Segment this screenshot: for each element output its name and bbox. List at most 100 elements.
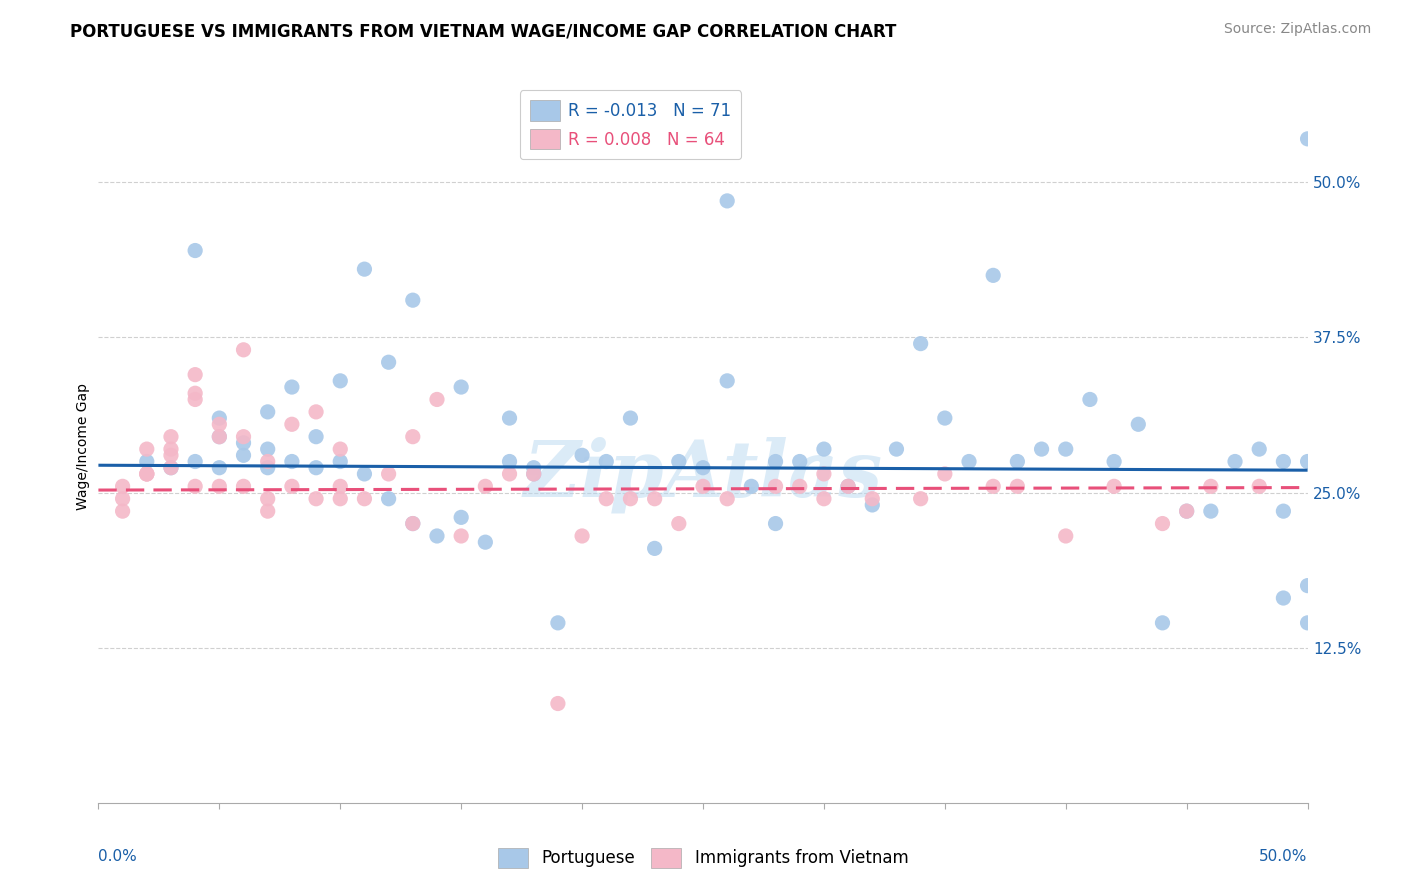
Point: [305, 405, 328, 419]
Text: ZipAtlas: ZipAtlas: [523, 436, 883, 513]
Text: 0.0%: 0.0%: [98, 849, 138, 864]
Point: [547, 615, 569, 630]
Point: [281, 454, 304, 468]
Point: [910, 336, 932, 351]
Point: [474, 535, 496, 549]
Point: [184, 392, 207, 407]
Point: [571, 448, 593, 462]
Point: [256, 460, 278, 475]
Point: [523, 467, 546, 481]
Point: [450, 510, 472, 524]
Point: [1007, 479, 1029, 493]
Y-axis label: Wage/Income Gap: Wage/Income Gap: [76, 383, 90, 509]
Point: [789, 479, 811, 493]
Point: [765, 454, 787, 468]
Point: [353, 467, 375, 481]
Point: [135, 454, 157, 468]
Point: [111, 491, 134, 506]
Point: [1175, 504, 1198, 518]
Point: [402, 293, 425, 308]
Point: [1199, 479, 1222, 493]
Point: [377, 491, 399, 506]
Point: [232, 343, 254, 357]
Point: [281, 479, 304, 493]
Point: [160, 430, 183, 444]
Point: [981, 268, 1004, 283]
Point: [184, 368, 207, 382]
Text: Source: ZipAtlas.com: Source: ZipAtlas.com: [1223, 22, 1371, 37]
Point: [329, 491, 352, 506]
Point: [111, 504, 134, 518]
Point: [1152, 516, 1174, 531]
Point: [1054, 529, 1077, 543]
Point: [160, 448, 183, 462]
Point: [1175, 504, 1198, 518]
Point: [837, 479, 859, 493]
Point: [1249, 479, 1271, 493]
Point: [184, 479, 207, 493]
Point: [281, 380, 304, 394]
Point: [329, 374, 352, 388]
Point: [208, 430, 231, 444]
Point: [595, 454, 617, 468]
Point: [1031, 442, 1053, 456]
Point: [740, 479, 762, 493]
Legend: R = -0.013   N = 71, R = 0.008   N = 64: R = -0.013 N = 71, R = 0.008 N = 64: [520, 90, 741, 160]
Point: [474, 479, 496, 493]
Point: [256, 491, 278, 506]
Point: [765, 516, 787, 531]
Point: [789, 454, 811, 468]
Point: [208, 460, 231, 475]
Point: [450, 529, 472, 543]
Text: PORTUGUESE VS IMMIGRANTS FROM VIETNAM WAGE/INCOME GAP CORRELATION CHART: PORTUGUESE VS IMMIGRANTS FROM VIETNAM WA…: [70, 22, 897, 40]
Point: [135, 442, 157, 456]
Point: [619, 411, 641, 425]
Point: [498, 467, 520, 481]
Point: [716, 194, 738, 208]
Point: [523, 460, 546, 475]
Point: [184, 454, 207, 468]
Point: [1152, 615, 1174, 630]
Point: [1296, 615, 1319, 630]
Point: [208, 430, 231, 444]
Point: [135, 467, 157, 481]
Point: [232, 479, 254, 493]
Point: [256, 405, 278, 419]
Point: [934, 467, 956, 481]
Point: [498, 454, 520, 468]
Text: 50.0%: 50.0%: [1260, 849, 1308, 864]
Point: [860, 491, 883, 506]
Point: [402, 516, 425, 531]
Point: [135, 467, 157, 481]
Point: [353, 491, 375, 506]
Point: [547, 697, 569, 711]
Point: [160, 442, 183, 456]
Point: [886, 442, 908, 456]
Point: [860, 498, 883, 512]
Point: [957, 454, 980, 468]
Point: [256, 454, 278, 468]
Point: [1128, 417, 1150, 432]
Point: [813, 491, 835, 506]
Point: [426, 529, 449, 543]
Point: [281, 417, 304, 432]
Point: [111, 479, 134, 493]
Point: [329, 454, 352, 468]
Point: [1296, 132, 1319, 146]
Point: [498, 411, 520, 425]
Point: [837, 479, 859, 493]
Point: [450, 380, 472, 394]
Point: [910, 491, 932, 506]
Point: [256, 504, 278, 518]
Point: [232, 448, 254, 462]
Point: [232, 436, 254, 450]
Point: [1007, 454, 1029, 468]
Point: [353, 262, 375, 277]
Point: [208, 411, 231, 425]
Point: [1102, 479, 1125, 493]
Point: [813, 442, 835, 456]
Point: [595, 491, 617, 506]
Point: [135, 467, 157, 481]
Point: [1223, 454, 1246, 468]
Point: [692, 460, 714, 475]
